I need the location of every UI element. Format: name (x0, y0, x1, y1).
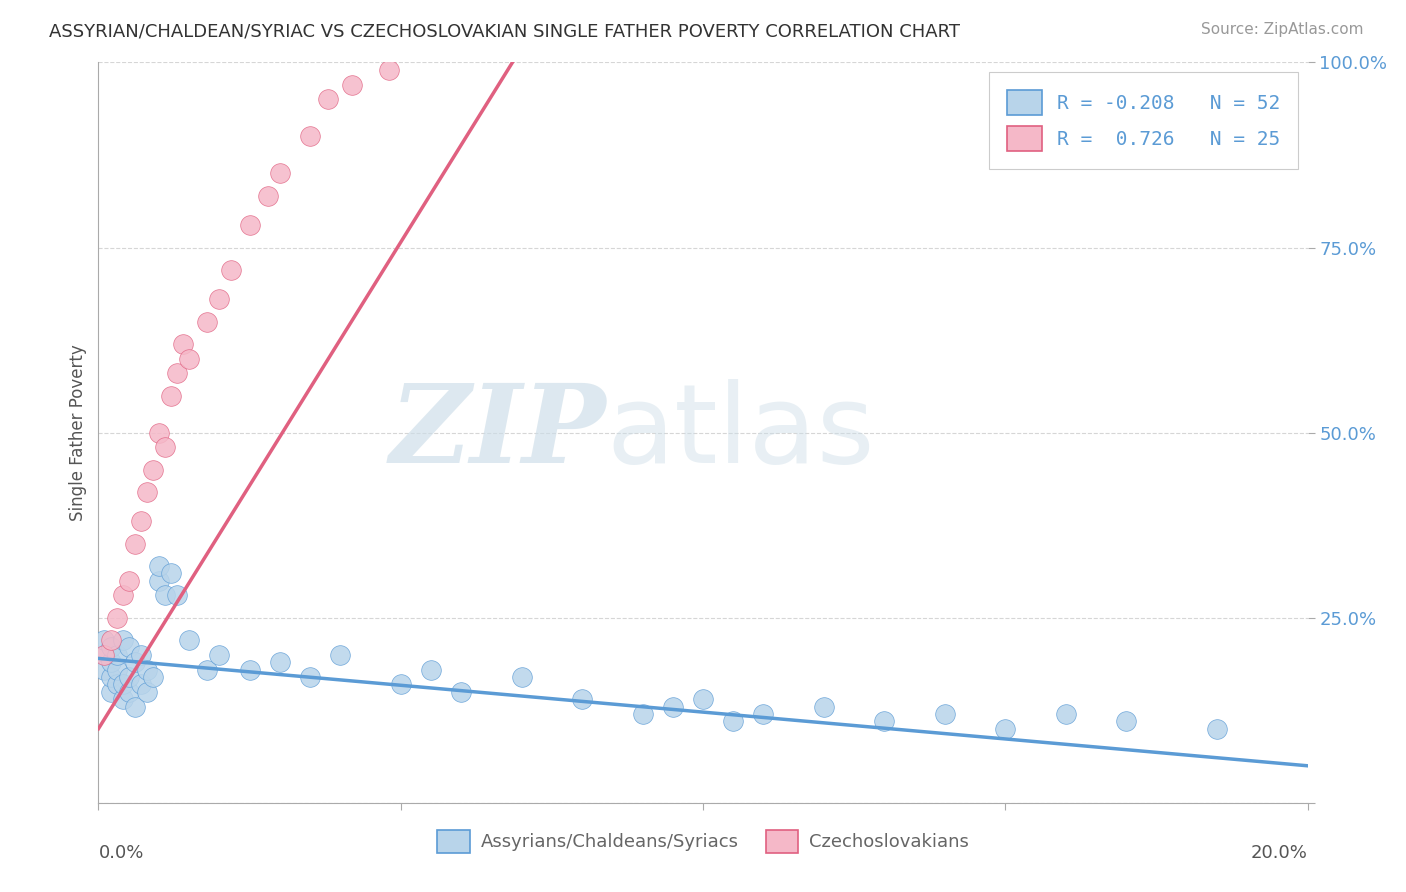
Point (93, 632, 115, 647)
Point (160, 388, 183, 402)
Text: Source: ZipAtlas.com: Source: ZipAtlas.com (1201, 22, 1364, 37)
Text: 20.0%: 20.0% (1251, 844, 1308, 862)
Point (118, 574, 141, 588)
Point (269, 655, 291, 669)
Point (299, 129, 322, 144)
Point (129, 648, 152, 662)
Point (221, 262, 243, 277)
Point (111, 692, 134, 706)
Point (129, 677, 152, 691)
Point (118, 685, 141, 699)
Legend: Assyrians/Chaldeans/Syriacs, Czechoslovakians: Assyrians/Chaldeans/Syriacs, Czechoslova… (430, 822, 976, 861)
Point (692, 692, 714, 706)
Point (256, 188, 278, 202)
Point (994, 722, 1017, 736)
Y-axis label: Single Father Poverty: Single Father Poverty (69, 344, 87, 521)
Point (135, 484, 157, 499)
Point (124, 699, 146, 714)
Point (111, 677, 134, 691)
Point (111, 589, 134, 603)
Point (124, 655, 146, 669)
Point (105, 610, 128, 624)
Point (329, 648, 352, 662)
Point (1115, 714, 1137, 729)
Point (118, 640, 141, 655)
Text: ZIP: ZIP (389, 379, 606, 486)
Point (153, 589, 176, 603)
Point (166, 589, 188, 603)
Point (100, 640, 122, 655)
Point (100, 632, 122, 647)
Point (934, 706, 956, 721)
Point (93, 663, 115, 677)
Point (153, 441, 176, 455)
Point (172, 336, 194, 351)
Text: 0.0%: 0.0% (98, 844, 143, 862)
Point (93, 648, 115, 662)
Point (316, 92, 339, 106)
Point (118, 670, 141, 684)
Point (631, 706, 654, 721)
Point (1206, 722, 1229, 736)
Point (450, 685, 472, 699)
Point (105, 648, 128, 662)
Point (105, 663, 128, 677)
Point (129, 515, 152, 529)
Point (148, 425, 170, 440)
Point (661, 699, 683, 714)
Point (160, 566, 183, 581)
Point (299, 670, 322, 684)
Point (124, 536, 146, 550)
Point (342, 78, 364, 92)
Point (179, 351, 201, 366)
Point (208, 648, 231, 662)
Point (813, 699, 835, 714)
Point (179, 632, 201, 647)
Point (723, 714, 745, 729)
Point (239, 219, 262, 233)
Point (135, 685, 157, 699)
Point (166, 367, 188, 381)
Point (142, 462, 165, 476)
Point (148, 574, 170, 588)
Point (269, 166, 291, 180)
Point (195, 663, 218, 677)
Point (135, 663, 157, 677)
Point (100, 655, 122, 669)
Point (510, 670, 533, 684)
Point (195, 314, 218, 328)
Text: ASSYRIAN/CHALDEAN/SYRIAC VS CZECHOSLOVAKIAN SINGLE FATHER POVERTY CORRELATION CH: ASSYRIAN/CHALDEAN/SYRIAC VS CZECHOSLOVAK… (49, 22, 960, 40)
Point (208, 293, 231, 307)
Point (1054, 706, 1077, 721)
Point (752, 706, 775, 721)
Point (105, 677, 128, 691)
Point (420, 663, 443, 677)
Point (148, 558, 170, 573)
Point (389, 677, 412, 691)
Text: atlas: atlas (606, 379, 875, 486)
Point (571, 692, 593, 706)
Point (93, 648, 115, 662)
Point (377, 62, 399, 77)
Point (239, 663, 262, 677)
Point (111, 632, 134, 647)
Point (100, 685, 122, 699)
Point (873, 714, 896, 729)
Point (100, 670, 122, 684)
Point (142, 670, 165, 684)
